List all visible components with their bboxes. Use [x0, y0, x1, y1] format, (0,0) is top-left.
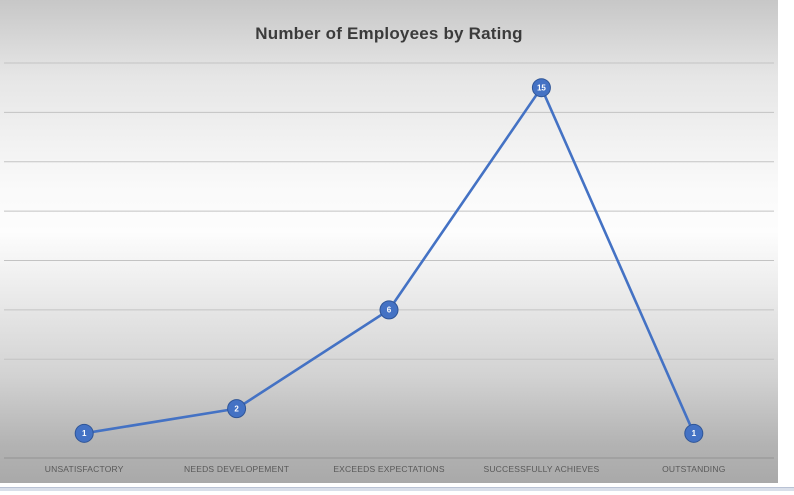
- x-axis-category-label: OUTSTANDING: [662, 464, 725, 474]
- data-label: 15: [537, 83, 546, 92]
- data-point-marker: [684, 423, 704, 443]
- data-point-marker: [227, 399, 247, 419]
- x-axis-category-label: UNSATISFACTORY: [45, 464, 124, 474]
- data-label: 2: [234, 404, 239, 413]
- data-label: 1: [82, 429, 87, 438]
- x-axis-category-label: EXCEEDS EXPECTATIONS: [333, 464, 445, 474]
- data-point-marker: [379, 300, 399, 320]
- chart-area: Number of Employees by Rating 1 UNSATISFA…: [0, 0, 778, 484]
- x-axis-category-label: NEEDS DEVELOPEMENT: [184, 464, 289, 474]
- data-point-marker: [74, 423, 94, 443]
- chart-svg: 1 UNSATISFACTORY 2 NEEDS DEVELOPEMENT 6 EXCEE…: [4, 62, 774, 474]
- chart-title: Number of Employees by Rating: [255, 24, 523, 43]
- right-margin: [778, 0, 794, 483]
- data-point-marker: [531, 78, 551, 98]
- bottom-divider: [0, 487, 794, 491]
- x-axis-category-label: SUCCESSFULLY ACHIEVES: [483, 464, 599, 474]
- data-label: 6: [387, 306, 392, 315]
- data-label: 1: [692, 429, 697, 438]
